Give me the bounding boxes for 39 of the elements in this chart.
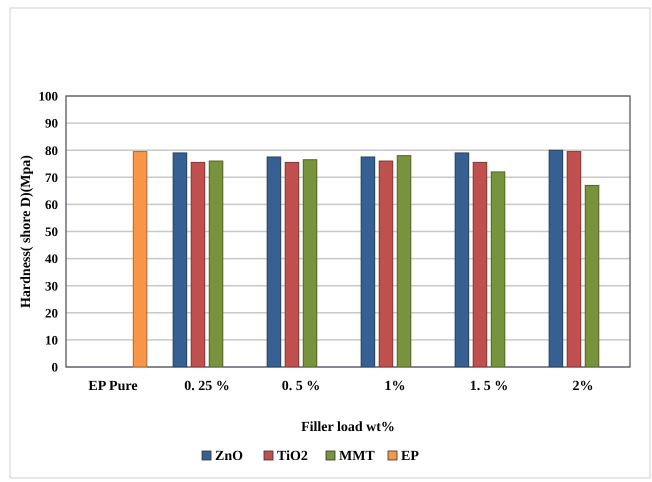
bar	[472, 162, 488, 368]
y-tick-label: 50	[45, 224, 58, 240]
y-tick-label: 100	[38, 88, 58, 104]
bar	[378, 160, 394, 368]
y-tick-label: 70	[45, 170, 58, 185]
bar	[266, 156, 282, 368]
y-axis-title: Hardness( shore D)(Mpa)	[19, 154, 34, 308]
bar	[190, 162, 206, 368]
y-tick-label: 0	[52, 360, 58, 375]
bar	[360, 156, 376, 368]
y-tick-label: 40	[45, 251, 58, 266]
bar	[584, 184, 600, 368]
y-tick-label: 30	[45, 278, 58, 294]
x-tick-label: EP Pure	[88, 379, 138, 394]
bar	[302, 159, 318, 368]
y-tick-label: 60	[45, 196, 58, 212]
y-tick-label: 10	[45, 332, 58, 348]
y-tick-label: 80	[45, 142, 58, 158]
legend-label: MMT	[339, 449, 376, 464]
bar	[396, 155, 412, 368]
legend-label: ZnO	[215, 449, 244, 464]
legend-label: TiO2	[277, 449, 308, 464]
x-tick-label: 0. 5 %	[282, 379, 320, 394]
y-tick-label: 90	[45, 116, 58, 131]
legend-label: EP	[401, 449, 420, 464]
bar	[208, 160, 224, 368]
x-tick-label: 1. 5 %	[470, 379, 508, 394]
x-axis-title: Filler load wt%	[301, 420, 395, 435]
bar	[566, 151, 582, 368]
bar	[172, 152, 188, 368]
x-tick-label: 1%	[384, 379, 406, 394]
bar	[454, 152, 470, 368]
x-tick-label: 0. 25 %	[184, 379, 230, 394]
bar	[548, 150, 564, 368]
y-tick-label: 20	[45, 305, 58, 320]
bar	[132, 151, 148, 368]
bar	[284, 162, 300, 368]
bar	[490, 171, 506, 368]
x-tick-label: 2%	[572, 379, 594, 394]
